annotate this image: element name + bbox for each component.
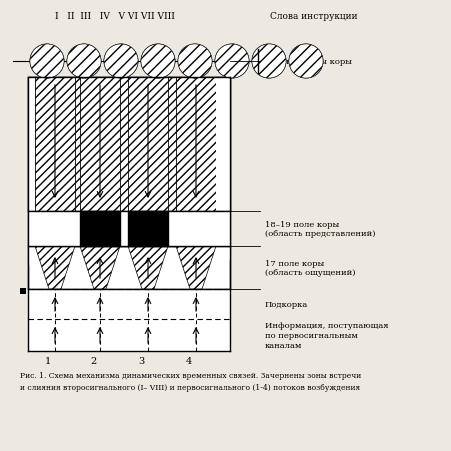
Text: Слова инструкции: Слова инструкции [269,12,357,21]
Polygon shape [80,246,120,290]
Bar [28,246,230,290]
Polygon shape [216,78,230,212]
Circle shape [178,45,212,79]
Circle shape [141,45,175,79]
Text: 18–19 поле коры
(область представлений): 18–19 поле коры (область представлений) [264,220,375,238]
Bar [20,288,26,295]
Circle shape [104,45,138,79]
Circle shape [252,45,285,79]
Bar [168,212,230,246]
Circle shape [30,45,64,79]
Polygon shape [216,246,230,290]
Bar [28,212,230,246]
Circle shape [30,45,64,79]
Circle shape [288,45,322,79]
Bar [28,212,75,246]
Bar [28,319,230,351]
Text: 17 поле коры
(область ощущений): 17 поле коры (область ощущений) [264,259,355,277]
Polygon shape [175,246,216,290]
Polygon shape [28,78,35,212]
Circle shape [252,45,285,79]
Bar [128,212,168,246]
Polygon shape [35,246,75,290]
Circle shape [178,45,212,79]
Bar [75,212,80,246]
Circle shape [288,45,322,79]
Text: Подкорка: Подкорка [264,300,308,308]
Text: 1: 1 [45,356,51,365]
Text: 2: 2 [90,356,96,365]
Bar [28,290,230,319]
Circle shape [215,45,249,79]
Circle shape [104,45,138,79]
Circle shape [67,45,101,79]
Text: Информация, поступающая
по первосигнальным
каналам: Информация, поступающая по первосигнальн… [264,322,388,349]
Bar [28,78,230,212]
Circle shape [141,45,175,79]
Bar [80,212,120,246]
Text: Речевые зоны коры: Речевые зоны коры [264,58,351,66]
Circle shape [215,45,249,79]
Bar [80,78,120,212]
Text: 4: 4 [186,356,192,365]
Bar [175,78,216,212]
Bar [28,78,230,212]
Polygon shape [128,246,168,290]
Polygon shape [28,246,35,290]
Text: I   II  III   IV   V VI VII VIII: I II III IV V VI VII VIII [55,12,175,21]
Circle shape [67,45,101,79]
Bar [128,78,168,212]
Text: Рис. 1. Схема механизма динамических временных связей. Зачернены зоны встречи: Рис. 1. Схема механизма динамических вре… [20,371,360,379]
Text: 3: 3 [138,356,144,365]
Text: и слияния второсигнального (I– VIII) и первосигнального (1-4) потоков возбуждени: и слияния второсигнального (I– VIII) и п… [20,383,359,391]
Bar [35,78,75,212]
Bar [28,78,230,212]
Bar [120,212,128,246]
